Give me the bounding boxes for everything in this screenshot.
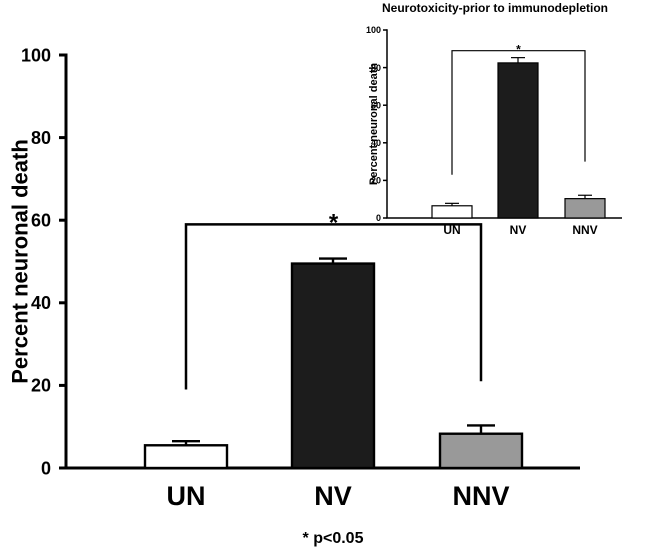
category-label: NV [510, 223, 527, 237]
chart-title: Neurotoxicity-prior to immunodepletion [382, 1, 608, 15]
y-tick-label: 100 [366, 25, 381, 35]
bar-nnv [564, 198, 606, 219]
main-chart: 0 20 40 60 80 100 Percent neuronal death UN NV NN… [8, 45, 580, 547]
y-tick-label: 20 [31, 376, 51, 396]
bar-un [143, 444, 229, 470]
y-tick-label: 100 [21, 45, 51, 65]
bar-nnv [438, 432, 524, 470]
y-tick-label: 60 [31, 211, 51, 231]
significance-star: * [329, 210, 339, 237]
y-tick-label: 80 [371, 63, 381, 73]
y-tick-label: 40 [371, 138, 381, 148]
category-label: NNV [572, 223, 597, 237]
bar-nv [497, 62, 539, 219]
y-axis-label: Percent neuronal death [368, 63, 380, 186]
y-tick-label: 60 [371, 100, 381, 110]
y-tick-label: 0 [376, 213, 381, 223]
y-tick-label: 20 [371, 176, 381, 186]
bar-nv [290, 262, 376, 470]
category-label: UN [167, 481, 206, 511]
significance-bracket [184, 223, 483, 390]
bar-un [431, 205, 473, 219]
category-label: NV [314, 481, 352, 511]
y-tick-label: 0 [41, 458, 51, 478]
significance-star: * [516, 42, 521, 56]
footnote: * p<0.05 [303, 530, 364, 547]
y-tick-label: 40 [31, 293, 51, 313]
inset-chart: Neurotoxicity-prior to immunodepletion 0 2… [366, 1, 622, 237]
significance-bracket [451, 50, 586, 175]
y-axis-label: Percent neuronal death [8, 139, 33, 384]
y-tick-label: 80 [31, 128, 51, 148]
category-label: NNV [452, 481, 509, 511]
category-label: UN [443, 223, 460, 237]
